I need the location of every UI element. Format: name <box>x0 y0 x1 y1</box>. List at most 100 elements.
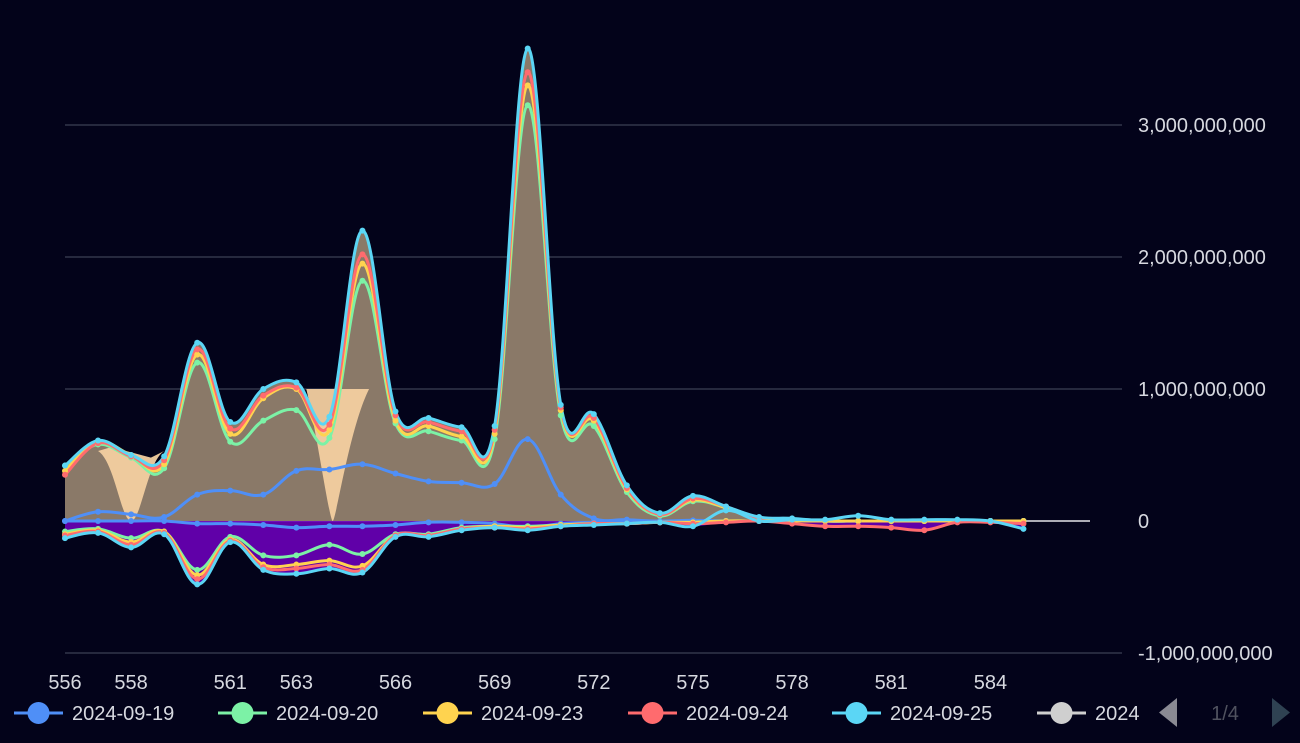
data-point[interactable] <box>425 415 432 422</box>
data-point[interactable] <box>458 424 465 431</box>
data-point[interactable] <box>293 379 300 386</box>
data-point[interactable] <box>227 487 234 494</box>
data-point[interactable] <box>392 521 399 528</box>
data-point[interactable] <box>326 541 333 548</box>
data-point[interactable] <box>359 461 366 468</box>
data-point[interactable] <box>128 511 135 518</box>
data-point[interactable] <box>822 516 829 523</box>
data-point[interactable] <box>260 386 267 392</box>
data-point[interactable] <box>921 516 928 523</box>
data-point[interactable] <box>723 507 729 514</box>
data-point[interactable] <box>855 523 862 530</box>
legend-item[interactable]: 2024 <box>1037 702 1140 725</box>
data-point[interactable] <box>227 419 234 425</box>
data-point[interactable] <box>590 411 597 418</box>
data-point[interactable] <box>227 425 234 432</box>
data-point[interactable] <box>855 518 862 524</box>
data-point[interactable] <box>689 523 696 530</box>
data-point[interactable] <box>888 524 895 531</box>
legend-item[interactable]: 2024-09-24 <box>628 702 788 725</box>
data-point[interactable] <box>95 437 102 444</box>
data-point[interactable] <box>524 45 531 52</box>
legend-item[interactable]: 2024-09-23 <box>423 702 583 725</box>
data-point[interactable] <box>458 433 465 440</box>
data-point[interactable] <box>756 518 763 524</box>
data-point[interactable] <box>260 521 267 528</box>
data-point[interactable] <box>62 462 68 469</box>
data-point[interactable] <box>194 339 201 346</box>
data-point[interactable] <box>326 565 333 572</box>
data-point[interactable] <box>789 516 796 523</box>
data-point[interactable] <box>326 434 333 441</box>
data-point[interactable] <box>557 412 564 419</box>
data-point[interactable] <box>689 492 696 499</box>
data-point[interactable] <box>458 519 465 526</box>
data-point[interactable] <box>590 521 597 528</box>
data-point[interactable] <box>194 566 201 573</box>
data-point[interactable] <box>62 471 68 478</box>
data-point[interactable] <box>227 520 234 527</box>
data-point[interactable] <box>161 531 168 538</box>
data-point[interactable] <box>392 417 399 424</box>
data-point[interactable] <box>227 430 234 437</box>
data-point[interactable] <box>95 529 102 536</box>
legend-item[interactable]: 2024-09-20 <box>218 702 378 725</box>
data-point[interactable] <box>491 436 498 443</box>
data-point[interactable] <box>293 524 300 531</box>
data-point[interactable] <box>392 533 399 540</box>
data-point[interactable] <box>524 69 531 76</box>
data-point[interactable] <box>326 523 333 530</box>
data-point[interactable] <box>359 523 366 530</box>
data-point[interactable] <box>326 413 333 420</box>
data-point[interactable] <box>128 518 135 524</box>
data-point[interactable] <box>359 251 366 258</box>
data-point[interactable] <box>987 518 994 524</box>
data-point[interactable] <box>425 519 432 526</box>
data-point[interactable] <box>95 518 102 524</box>
triangle-left-icon[interactable] <box>1159 698 1177 727</box>
data-point[interactable] <box>557 491 564 498</box>
data-point[interactable] <box>491 481 498 488</box>
data-point[interactable] <box>260 491 267 498</box>
data-point[interactable] <box>62 535 68 542</box>
data-point[interactable] <box>623 482 630 489</box>
data-point[interactable] <box>194 576 201 583</box>
data-point[interactable] <box>293 384 300 391</box>
legend-item[interactable]: 2024-09-25 <box>832 702 992 725</box>
data-point[interactable] <box>1020 525 1027 532</box>
data-point[interactable] <box>260 552 267 559</box>
data-point[interactable] <box>194 346 201 353</box>
data-point[interactable] <box>491 422 498 429</box>
data-point[interactable] <box>855 512 862 519</box>
data-point[interactable] <box>1020 520 1027 527</box>
data-point[interactable] <box>557 401 564 408</box>
data-point[interactable] <box>227 438 234 445</box>
data-point[interactable] <box>194 491 201 498</box>
data-point[interactable] <box>524 82 531 89</box>
data-point[interactable] <box>128 544 135 551</box>
data-point[interactable] <box>557 523 564 530</box>
data-point[interactable] <box>359 569 366 576</box>
data-point[interactable] <box>359 260 366 267</box>
data-point[interactable] <box>359 277 366 284</box>
data-point[interactable] <box>392 470 399 477</box>
data-point[interactable] <box>128 452 135 458</box>
data-point[interactable] <box>359 227 366 234</box>
data-point[interactable] <box>293 565 300 572</box>
triangle-right-icon[interactable] <box>1272 698 1290 727</box>
data-point[interactable] <box>723 519 729 526</box>
data-point[interactable] <box>326 466 333 473</box>
data-point[interactable] <box>260 566 267 573</box>
data-point[interactable] <box>293 570 300 577</box>
data-point[interactable] <box>194 351 201 358</box>
data-point[interactable] <box>161 518 168 524</box>
data-point[interactable] <box>921 527 928 534</box>
data-point[interactable] <box>425 478 432 485</box>
data-point[interactable] <box>888 516 895 523</box>
data-point[interactable] <box>293 407 300 414</box>
data-point[interactable] <box>656 510 663 517</box>
data-point[interactable] <box>425 428 432 435</box>
data-point[interactable] <box>293 552 300 559</box>
data-point[interactable] <box>95 508 102 515</box>
data-point[interactable] <box>954 516 961 523</box>
